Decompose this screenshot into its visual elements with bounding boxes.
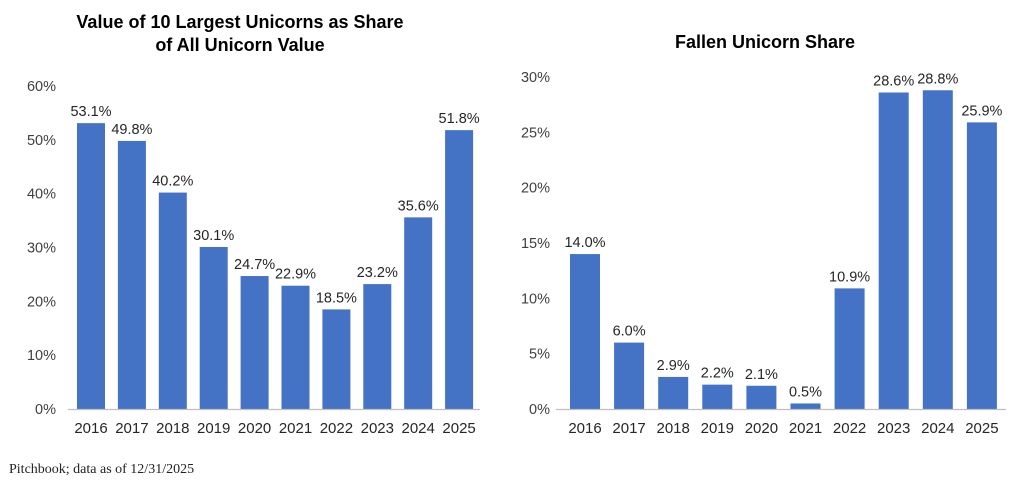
- data-label: 2.9%: [657, 358, 690, 374]
- x-tick-label: 2021: [279, 420, 312, 437]
- x-tick-label: 2022: [320, 420, 353, 437]
- bar-2018: [658, 376, 689, 409]
- data-label: 22.9%: [275, 267, 316, 283]
- data-label: 14.0%: [564, 235, 605, 251]
- bar-2024: [922, 90, 953, 409]
- chart-title: of All Unicorn Value: [155, 35, 324, 55]
- y-tick-label: 20%: [521, 181, 550, 197]
- x-tick-label: 2019: [701, 420, 734, 437]
- data-label: 49.8%: [111, 122, 152, 138]
- x-tick-label: 2016: [74, 420, 107, 437]
- bar-2021: [790, 403, 821, 409]
- source-note: Pitchbook; data as of 12/31/2025: [9, 462, 195, 477]
- x-tick-label: 2019: [197, 420, 230, 437]
- bar-2025: [966, 122, 997, 409]
- data-label: 2.1%: [745, 367, 778, 383]
- bar-2020: [746, 385, 777, 409]
- data-label: 30.1%: [193, 228, 234, 244]
- x-tick-label: 2024: [921, 420, 954, 437]
- x-tick-label: 2025: [442, 420, 475, 437]
- x-tick-label: 2018: [657, 420, 690, 437]
- y-tick-label: 0%: [529, 402, 550, 418]
- bar-2023: [363, 284, 392, 409]
- data-label: 2.2%: [701, 366, 734, 382]
- bar-2016: [570, 254, 600, 409]
- bar-2025: [445, 130, 474, 410]
- bar-2019: [702, 384, 733, 409]
- data-label: 51.8%: [439, 111, 480, 127]
- y-tick-label: 15%: [521, 236, 550, 252]
- y-tick-label: 50%: [27, 133, 56, 149]
- bar-2024: [404, 217, 433, 409]
- x-tick-label: 2023: [877, 420, 910, 437]
- bar-2023: [878, 92, 909, 409]
- data-label: 23.2%: [357, 265, 398, 281]
- data-label: 6.0%: [613, 324, 646, 340]
- x-tick-label: 2018: [156, 420, 189, 437]
- data-label: 18.5%: [316, 290, 357, 306]
- bar-2020: [240, 276, 269, 409]
- y-tick-label: 30%: [521, 70, 550, 86]
- data-label: 25.9%: [961, 103, 1002, 119]
- x-tick-label: 2020: [745, 420, 778, 437]
- chart-title: Value of 10 Largest Unicorns as Share: [76, 12, 403, 32]
- y-tick-label: 10%: [27, 348, 56, 364]
- bar-2018: [158, 192, 187, 409]
- y-tick-label: 0%: [35, 402, 56, 418]
- x-tick-label: 2020: [238, 420, 271, 437]
- bar-2019: [199, 246, 228, 409]
- y-tick-label: 20%: [27, 294, 56, 310]
- data-label: 28.6%: [873, 73, 914, 89]
- x-tick-label: 2016: [568, 420, 601, 437]
- y-tick-label: 40%: [27, 187, 56, 203]
- y-tick-label: 5%: [529, 347, 550, 363]
- data-label: 40.2%: [152, 174, 193, 190]
- x-tick-label: 2023: [361, 420, 394, 437]
- y-tick-label: 60%: [27, 79, 56, 95]
- y-tick-label: 10%: [521, 291, 550, 307]
- bar-2021: [281, 285, 310, 409]
- data-label: 53.1%: [70, 104, 111, 120]
- x-tick-label: 2022: [833, 420, 866, 437]
- data-label: 24.7%: [234, 257, 275, 273]
- chart-title: Fallen Unicorn Share: [675, 32, 855, 52]
- y-tick-label: 25%: [521, 125, 550, 141]
- y-tick-label: 30%: [27, 241, 56, 257]
- data-label: 28.8%: [917, 71, 958, 87]
- x-tick-label: 2024: [402, 420, 435, 437]
- bar-2022: [322, 309, 351, 409]
- bar-2022: [834, 288, 865, 409]
- bar-2017: [614, 342, 645, 409]
- x-tick-label: 2021: [789, 420, 822, 437]
- data-label: 0.5%: [789, 384, 822, 400]
- bar-2017: [117, 140, 146, 409]
- data-label: 10.9%: [829, 269, 870, 285]
- fallen-unicorn-chart: Fallen Unicorn Share 0% 5% 10% 15% 20% 25% 30% 1…: [521, 32, 1006, 437]
- data-label: 35.6%: [398, 198, 439, 214]
- x-tick-label: 2025: [965, 420, 998, 437]
- x-tick-label: 2017: [115, 420, 148, 437]
- largest-unicorns-chart: Value of 10 Largest Unicorns as Share of …: [27, 12, 480, 437]
- x-tick-label: 2017: [612, 420, 645, 437]
- bar-2016: [77, 123, 105, 410]
